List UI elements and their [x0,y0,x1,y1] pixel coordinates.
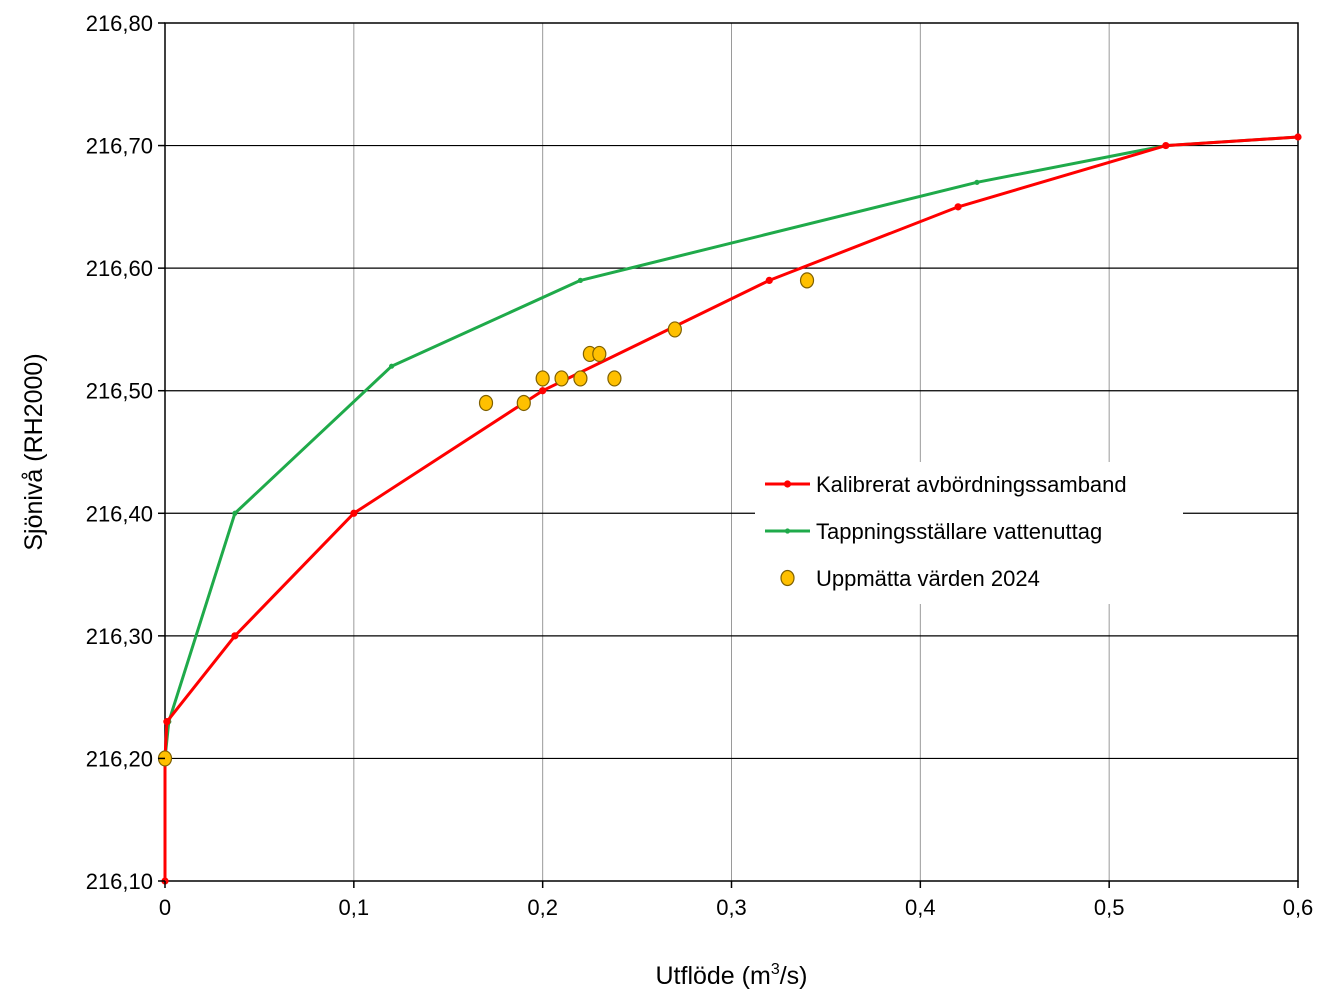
series-marker-kalibrerat [231,632,239,640]
legend-swatch-point [780,569,795,587]
y-tick-label: 216,70 [86,134,153,159]
y-tick-label: 216,50 [86,379,153,404]
y-tick-label: 216,30 [86,624,153,649]
scatter-point [535,370,550,387]
scatter-point [667,321,682,338]
y-tick-label: 216,10 [86,869,153,894]
x-tick-label: 0,4 [905,895,936,920]
x-tick-label: 0,5 [1094,895,1125,920]
x-axis-title-suffix: /s) [780,962,808,990]
series-marker-kalibrerat [163,718,171,726]
y-tick-label: 216,60 [86,256,153,281]
scatter-point [799,272,815,289]
series-marker-tappningsstallare [389,363,395,369]
y-tick-label: 216,80 [86,11,153,36]
x-axis-title: Utflöde (m3/s) [656,961,808,990]
scatter-point [573,370,588,387]
legend: Kalibrerat avbördningssamband Tappningsst… [755,462,1183,604]
legend-label: Kalibrerat avbördningssamband [816,472,1127,497]
legend-label: Tappningsställare vattenuttag [816,519,1102,544]
scatter-point [554,370,569,387]
series-marker-kalibrerat [539,387,547,395]
legend-label: Uppmätta värden 2024 [816,566,1040,591]
x-tick-label: 0,6 [1283,895,1314,920]
y-axis-title: Sjönivå (RH2000) [20,353,48,550]
x-axis-title-sup: 3 [771,961,780,978]
series-marker-kalibrerat [765,276,773,284]
legend-swatch-marker [784,528,791,534]
scatter-point [516,394,531,412]
scatter-point [607,370,622,387]
series-marker-tappningsstallare [577,277,584,283]
tick-labels: 0 0,1 0,2 0,3 0,4 0,5 0,6 216,10 216,20 216,30 216… [86,11,1314,920]
series-marker-tappningsstallare [974,179,980,185]
x-tick-label: 0 [159,895,171,920]
y-tick-label: 216,20 [86,746,153,771]
series-group [157,133,1302,885]
legend-swatch-marker [783,480,792,488]
y-tick-label: 216,40 [86,501,153,526]
x-axis-title-main: Utflöde (m [656,962,771,990]
scatter-point [592,345,607,363]
x-tick-label: 0,2 [527,895,558,920]
legend-background [755,462,1183,604]
scatter-point [478,394,494,412]
series-marker-kalibrerat [1162,141,1170,150]
series-marker-kalibrerat [1294,133,1302,141]
grid [165,23,1298,881]
series-marker-tappningsstallare [232,510,238,516]
series-marker-kalibrerat [954,203,962,211]
x-tick-label: 0,3 [716,895,747,920]
series-marker-kalibrerat [350,509,358,517]
x-tick-label: 0,1 [339,895,370,920]
series-line-kalibrerat [163,135,1299,881]
